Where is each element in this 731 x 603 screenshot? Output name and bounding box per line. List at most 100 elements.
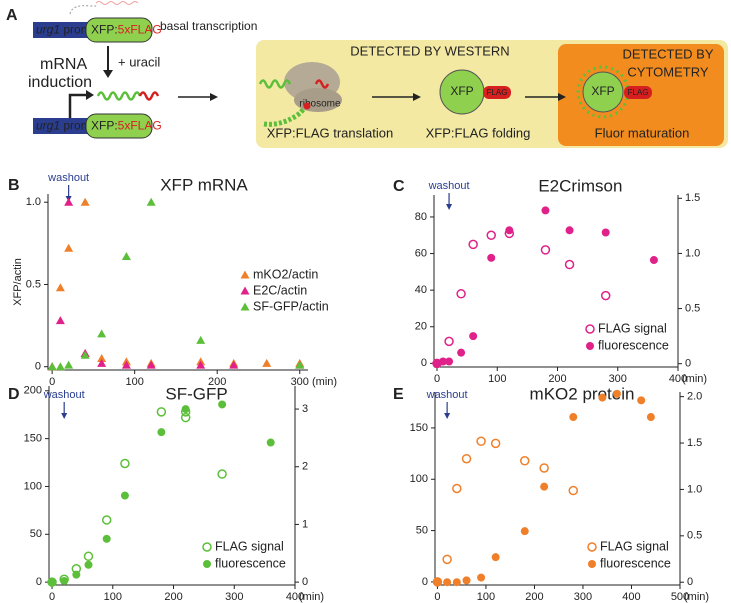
- data-point: [262, 358, 272, 367]
- construct-label: XFP:5xFLAG: [91, 119, 162, 133]
- data-point: [181, 405, 190, 414]
- x-axis-label: (min): [684, 591, 709, 603]
- x-tick-label: 0: [49, 591, 55, 603]
- y-tick-label: 0: [421, 357, 427, 369]
- flow-arrowhead: [210, 93, 218, 101]
- data-point: [540, 482, 549, 491]
- x-tick-label: 200: [208, 376, 226, 388]
- data-point: [564, 259, 575, 270]
- x-axis-label: (min): [312, 376, 337, 388]
- construct-box: [85, 17, 153, 43]
- data-point: [477, 573, 486, 582]
- legend-marker: [585, 324, 595, 334]
- x-tick-label: 200: [548, 373, 566, 385]
- data-point: [102, 534, 111, 543]
- x-tick-label: 100: [488, 373, 506, 385]
- basal-arrow: [69, 5, 96, 15]
- legend-label: mKO2/actin: [253, 267, 318, 281]
- xfp-label: XFP: [591, 84, 614, 98]
- flow-arrowhead: [413, 93, 421, 101]
- data-point: [445, 357, 454, 366]
- x-tick-label: 0: [434, 373, 440, 385]
- x-tick-label: 500: [671, 591, 689, 603]
- data-point: [157, 428, 166, 437]
- data-point: [452, 578, 461, 587]
- panel-label: A: [6, 7, 18, 24]
- x-tick-label: 400: [622, 591, 640, 603]
- flow-arrowhead: [558, 93, 566, 101]
- data-point: [539, 463, 549, 473]
- induction-label: mRNA: [40, 56, 87, 73]
- data-point: [468, 239, 478, 250]
- panel-label: C: [393, 178, 405, 195]
- y-tick-label: 150: [410, 422, 428, 434]
- legend-label: E2C/actin: [253, 283, 307, 297]
- y-tick-label: 1.0: [26, 196, 41, 208]
- y-tick-label: 0.5: [26, 278, 41, 290]
- data-point: [266, 438, 275, 447]
- induction-arrowhead: [103, 70, 113, 78]
- y-tick-label: 0: [422, 576, 428, 588]
- y2-tick-label: 1: [302, 518, 308, 530]
- data-point: [80, 350, 90, 359]
- data-point: [295, 360, 305, 369]
- legend-marker: [240, 302, 250, 311]
- annotation: washout: [43, 389, 85, 401]
- data-point: [101, 515, 112, 525]
- y-tick-label: 80: [415, 211, 427, 223]
- mrna-tail: [138, 91, 160, 101]
- legend-label: fluorescence: [215, 556, 286, 570]
- legend-marker: [240, 286, 250, 295]
- annotation: washout: [428, 180, 470, 192]
- data-point: [146, 197, 156, 206]
- data-point: [568, 485, 579, 496]
- annotation-arrowhead: [444, 413, 451, 419]
- construct-xfp: XFP:: [91, 119, 118, 133]
- flag-label: FLAG: [628, 88, 649, 97]
- chart-title: mKO2 protein: [530, 384, 635, 403]
- y2-tick-label: 0: [685, 358, 691, 370]
- data-point: [146, 360, 156, 369]
- annotation: washout: [47, 172, 89, 184]
- data-point: [47, 362, 57, 371]
- legend-marker: [240, 270, 250, 279]
- construct-box: [85, 113, 153, 139]
- data-point: [72, 570, 81, 579]
- data-point: [457, 348, 466, 357]
- x-tick-label: 0: [434, 591, 440, 603]
- tss-arrow: [68, 93, 88, 118]
- mrna-wave: [96, 91, 142, 101]
- folding-label: XFP:FLAG folding: [426, 125, 531, 140]
- data-point: [569, 413, 578, 422]
- x-tick-label: 0: [49, 376, 55, 388]
- basal-label: basal transcription: [160, 19, 257, 33]
- data-point: [649, 256, 658, 265]
- legend-label: SF-GFP/actin: [253, 299, 329, 313]
- x-tick-label: 200: [164, 591, 182, 603]
- y2-tick-label: 3: [302, 403, 308, 415]
- construct-tag: 5xFLAG: [118, 23, 162, 37]
- data-point: [520, 527, 529, 536]
- y2-tick-label: 0.5: [685, 302, 700, 314]
- annotation-arrowhead: [446, 204, 453, 210]
- cytometry-label: CYTOMETRY: [627, 64, 708, 79]
- data-point: [80, 197, 90, 206]
- data-point: [229, 360, 239, 369]
- mrna-tail: [314, 79, 330, 89]
- x-tick-label: 100: [104, 591, 122, 603]
- data-point: [121, 252, 131, 261]
- y2-tick-label: 1.0: [685, 247, 700, 259]
- uracil-label: + uracil: [118, 54, 160, 69]
- data-point: [612, 389, 621, 398]
- peptide-tag: [303, 102, 311, 110]
- legend-marker: [587, 542, 597, 552]
- promoter-name: urg1: [36, 119, 60, 133]
- promoter-name: urg1: [36, 23, 60, 37]
- data-point: [196, 360, 206, 369]
- y-tick-label: 20: [415, 321, 427, 333]
- y2-tick-label: 0: [687, 576, 693, 588]
- mrna-wave: [258, 79, 292, 89]
- data-point: [505, 226, 514, 235]
- data-point: [490, 438, 501, 449]
- legend-marker: [202, 542, 212, 552]
